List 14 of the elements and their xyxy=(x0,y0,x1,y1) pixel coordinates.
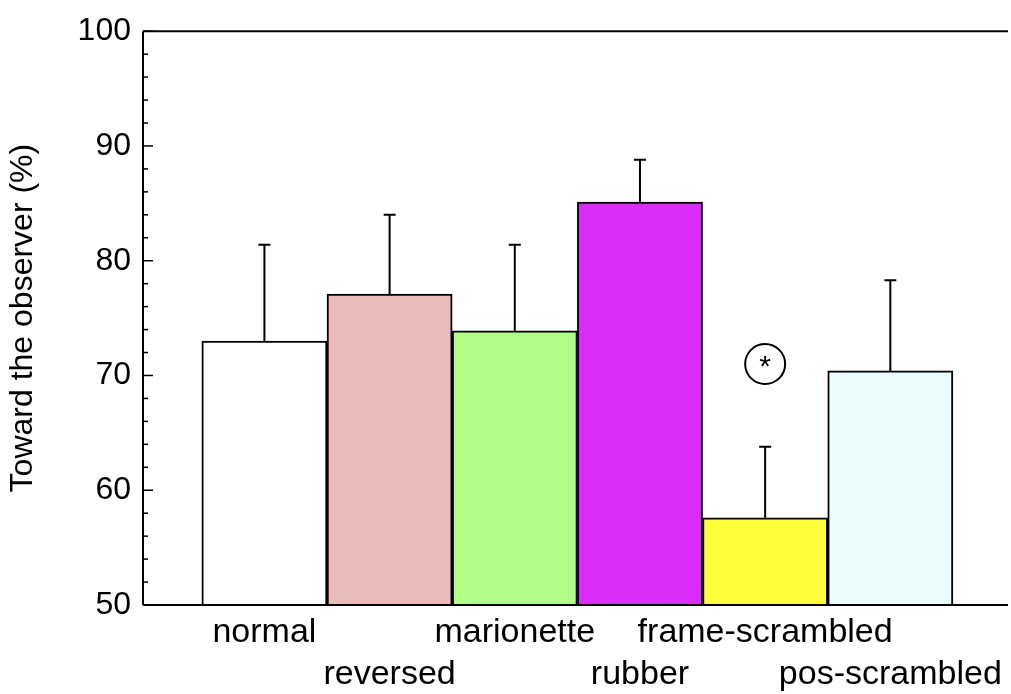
x-tick-label: frame-scrambled xyxy=(637,611,893,650)
x-tick-label: pos-scrambled xyxy=(778,653,1002,692)
y-tick-label: 100 xyxy=(77,11,131,48)
x-tick-label: reversed xyxy=(323,653,456,692)
y-tick-label: 70 xyxy=(95,355,131,392)
y-tick-label: 90 xyxy=(95,125,131,162)
y-axis-title: Toward the observer (%) xyxy=(3,143,40,493)
y-tick-label: 60 xyxy=(95,470,131,507)
annotation: * xyxy=(759,349,772,383)
x-tick-label: marionette xyxy=(434,611,596,650)
y-tick-label: 80 xyxy=(95,240,131,277)
x-tick-label: normal xyxy=(212,611,317,650)
x-tick-label: rubber xyxy=(590,653,690,692)
y-tick-label: 50 xyxy=(95,584,131,621)
